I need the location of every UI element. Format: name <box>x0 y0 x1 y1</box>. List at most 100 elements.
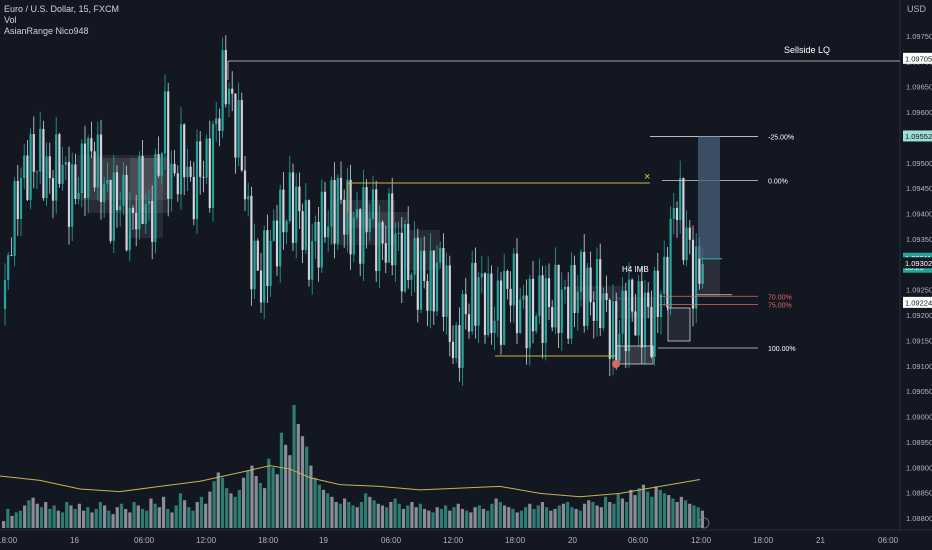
candle <box>176 173 179 195</box>
volume-bar <box>262 488 267 528</box>
volume-bar <box>418 503 422 528</box>
replay-icon[interactable] <box>698 517 710 529</box>
candle <box>538 275 541 317</box>
candle <box>170 163 173 199</box>
volume-bar <box>254 476 258 528</box>
candle <box>138 155 141 230</box>
candle <box>477 277 480 326</box>
volume-bar <box>31 497 35 528</box>
asian-range-indicator-label[interactable]: AsianRange Nico948 <box>4 26 89 36</box>
time-tick-label: 16 <box>70 536 79 545</box>
candle <box>93 151 96 188</box>
time-tick-label: 06:00 <box>134 536 155 545</box>
volume-bar <box>561 503 566 528</box>
x-mark: × <box>644 171 650 183</box>
candle <box>685 227 688 261</box>
price-label-box <box>903 257 932 269</box>
time-tick-label: 12:00 <box>443 536 464 545</box>
volume-bar <box>557 505 561 528</box>
candle <box>131 208 135 213</box>
candle <box>583 251 586 326</box>
candle <box>615 301 618 361</box>
candle <box>253 240 256 290</box>
candle <box>509 288 512 306</box>
volume-indicator-label[interactable]: Vol <box>4 15 17 25</box>
candle <box>493 320 496 334</box>
candle <box>243 170 247 200</box>
candle <box>634 311 637 336</box>
candle <box>285 220 288 233</box>
volume-bar <box>111 514 115 528</box>
chart-legend: Euro / U.S. Dollar, 15, FXCM Vol AsianRa… <box>4 4 119 37</box>
candle <box>419 250 423 310</box>
time-tick-label: 06:00 <box>381 536 402 545</box>
candle <box>291 172 295 243</box>
volume-bar <box>532 508 536 528</box>
candle <box>45 156 48 199</box>
volume-bar <box>250 465 254 528</box>
candle <box>362 187 365 264</box>
candle <box>144 204 147 224</box>
volume-bar <box>574 508 578 528</box>
volume-bar <box>662 493 667 528</box>
volume-bar <box>86 507 90 528</box>
candle <box>333 180 336 244</box>
volume-bar <box>39 507 44 528</box>
price-tick-label: 1.08950 <box>906 438 932 447</box>
volume-bar <box>679 496 683 528</box>
candle <box>512 253 515 306</box>
candle <box>288 172 291 221</box>
candle <box>650 306 653 357</box>
candle <box>695 246 698 309</box>
candle <box>519 299 522 334</box>
time-tick-label: 18:00 <box>753 536 774 545</box>
candle <box>183 124 186 178</box>
candle <box>560 289 563 334</box>
volume-bar <box>469 512 473 528</box>
candle <box>135 212 138 230</box>
volume-bar <box>616 493 620 528</box>
price-tick-label: 1.08800 <box>906 514 932 523</box>
volume-bar <box>456 503 460 528</box>
candle <box>359 209 362 264</box>
candle <box>192 176 195 220</box>
volume-bar <box>136 505 140 528</box>
volume-bar <box>498 502 502 528</box>
volume-bar <box>486 510 490 528</box>
volume-bar <box>279 432 284 528</box>
candle <box>371 189 375 219</box>
candle <box>39 128 42 172</box>
candle <box>35 171 39 173</box>
time-tick-label: 18:00 <box>505 536 526 545</box>
volume-bar <box>128 512 132 528</box>
candle <box>314 221 317 242</box>
price-label: 1.09224 <box>905 298 932 307</box>
candle <box>567 286 570 339</box>
price-tick-label: 1.09250 <box>906 286 932 295</box>
volume-bar <box>549 510 553 528</box>
candle <box>647 292 650 307</box>
candle <box>368 218 371 233</box>
candle <box>336 177 339 244</box>
candle <box>387 193 391 263</box>
price-tick-label: 1.09400 <box>906 210 932 219</box>
volume-bar <box>77 503 81 528</box>
candle <box>13 181 16 256</box>
candle <box>631 279 634 312</box>
candle <box>544 278 547 343</box>
volume-bar <box>241 477 246 528</box>
h4-imb-label: H4 IMB <box>622 265 649 274</box>
volume-bar <box>477 505 481 528</box>
currency-label: USD <box>906 4 926 14</box>
candle <box>227 88 231 105</box>
symbol-title[interactable]: Euro / U.S. Dollar, 15, FXCM <box>4 4 120 14</box>
candle <box>80 143 83 194</box>
candle <box>349 179 352 255</box>
price-label-box <box>903 296 932 308</box>
candle <box>154 154 157 242</box>
price-tick-label: 1.09150 <box>906 336 932 345</box>
candle <box>74 164 77 200</box>
volume-bar <box>599 507 603 528</box>
candle <box>352 217 355 255</box>
